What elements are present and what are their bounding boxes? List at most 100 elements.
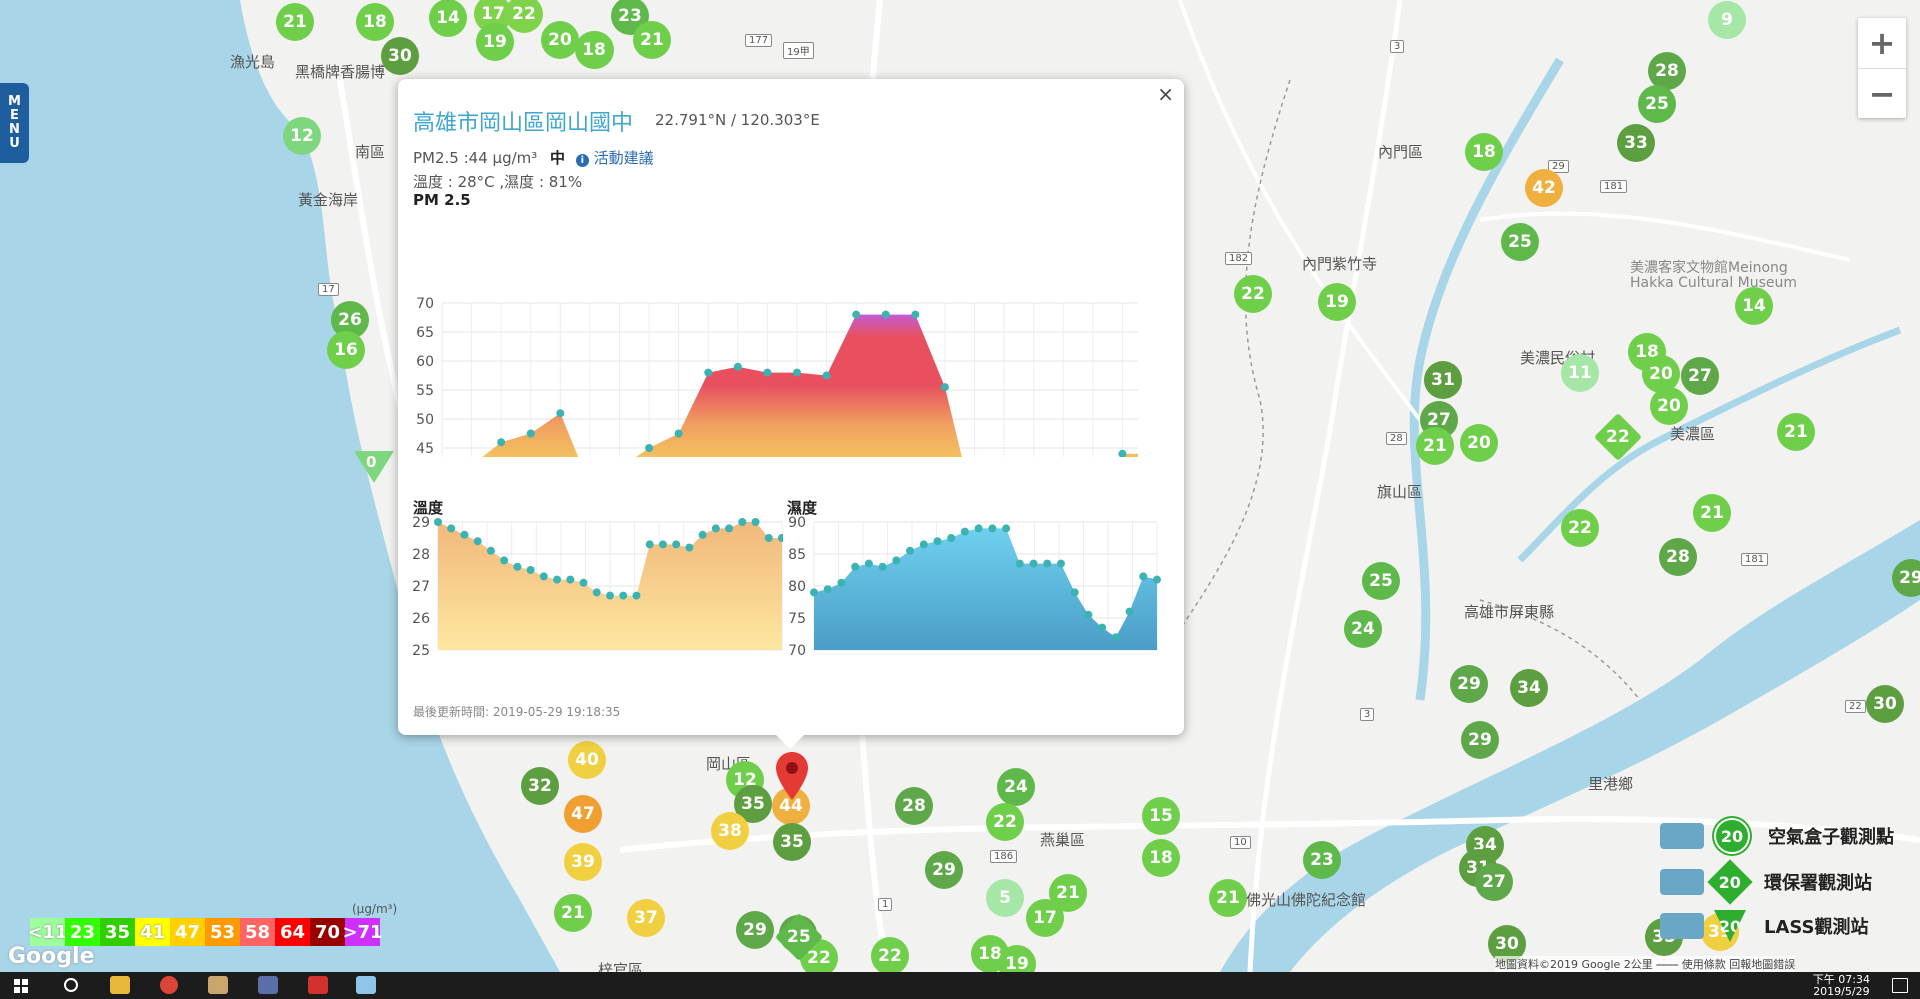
- zoom-in-button[interactable]: +: [1858, 18, 1906, 69]
- legend-item: >71: [342, 918, 383, 946]
- air-box-marker[interactable]: 21: [633, 21, 671, 59]
- notification-icon[interactable]: [1892, 978, 1908, 993]
- menu-letter: N: [9, 122, 20, 137]
- activity-advice-link[interactable]: i 活動建議: [575, 149, 654, 167]
- air-box-marker[interactable]: 29: [736, 911, 774, 949]
- close-icon[interactable]: ×: [1157, 82, 1174, 106]
- air-box-marker[interactable]: 11: [1561, 354, 1599, 392]
- file-explorer-icon[interactable]: [110, 976, 130, 994]
- air-box-marker[interactable]: 15: [1142, 797, 1180, 835]
- chrome-icon[interactable]: [160, 976, 178, 994]
- air-box-marker[interactable]: 28: [1648, 52, 1686, 90]
- air-box-marker[interactable]: 29: [925, 851, 963, 889]
- air-box-marker[interactable]: 19: [1318, 283, 1356, 321]
- air-box-marker[interactable]: 40: [568, 741, 606, 779]
- air-box-marker[interactable]: 28: [895, 787, 933, 825]
- air-box-marker[interactable]: 30: [381, 37, 419, 75]
- air-box-marker[interactable]: 20: [1460, 424, 1498, 462]
- air-box-marker[interactable]: 24: [997, 768, 1035, 806]
- zoom-out-button[interactable]: −: [1868, 75, 1896, 113]
- air-box-marker[interactable]: 22: [1561, 509, 1599, 547]
- air-box-marker[interactable]: 28: [1659, 538, 1697, 576]
- air-box-marker[interactable]: 25: [1501, 223, 1539, 261]
- data-point: [434, 518, 442, 526]
- station-type-row[interactable]: 20 LASS觀測站: [1660, 908, 1869, 944]
- air-box-marker[interactable]: 9: [1708, 1, 1746, 39]
- air-box-marker[interactable]: 35: [773, 823, 811, 861]
- air-box-marker[interactable]: 29: [1450, 665, 1488, 703]
- system-clock[interactable]: 下午 07:34 2019/5/29: [1813, 974, 1870, 998]
- search-icon[interactable]: [64, 978, 78, 992]
- data-point: [460, 530, 469, 539]
- map-attribution[interactable]: 地圖資料©2019 Google 2公里 ⎯⎯⎯⎯ 使用條款 回報地圖錯誤: [1495, 956, 1796, 972]
- air-box-marker[interactable]: 12: [283, 117, 321, 155]
- legend-item: 53: [205, 918, 240, 946]
- air-box-marker[interactable]: 21: [1777, 413, 1815, 451]
- air-box-marker[interactable]: 14: [1735, 287, 1773, 325]
- data-point: [933, 537, 942, 546]
- data-point: [632, 591, 641, 600]
- air-box-marker[interactable]: 21: [554, 894, 592, 932]
- air-box-marker[interactable]: 47: [564, 795, 602, 833]
- air-box-marker[interactable]: 19: [476, 23, 514, 61]
- air-box-marker[interactable]: 21: [1693, 494, 1731, 532]
- air-box-marker[interactable]: 5: [986, 879, 1024, 917]
- station-type-row[interactable]: 20 空氣盒子觀測點: [1660, 818, 1894, 854]
- air-box-marker[interactable]: 38: [711, 812, 749, 850]
- air-box-marker[interactable]: 37: [627, 899, 665, 937]
- air-box-marker[interactable]: 20: [1642, 355, 1680, 393]
- lass-station-marker[interactable]: 0: [354, 451, 394, 483]
- air-box-marker[interactable]: 21: [1416, 427, 1454, 465]
- air-box-marker[interactable]: 14: [429, 0, 467, 37]
- air-box-marker[interactable]: 22: [1234, 275, 1272, 313]
- air-box-marker[interactable]: 42: [1525, 169, 1563, 207]
- data-point: [592, 588, 601, 597]
- air-box-marker[interactable]: 21: [1209, 879, 1247, 917]
- app-icon[interactable]: [208, 976, 228, 994]
- air-box-marker[interactable]: 31: [1424, 361, 1462, 399]
- air-box-marker[interactable]: 33: [1617, 124, 1655, 162]
- air-box-marker[interactable]: 39: [564, 843, 602, 881]
- air-box-marker[interactable]: 27: [1475, 863, 1513, 901]
- air-box-marker[interactable]: 20: [541, 21, 579, 59]
- air-box-marker[interactable]: 20: [1650, 387, 1688, 425]
- selected-location-pin[interactable]: [775, 752, 809, 800]
- air-box-marker[interactable]: 17: [1026, 899, 1064, 937]
- air-box-marker[interactable]: 34: [1510, 669, 1548, 707]
- air-box-marker[interactable]: 16: [327, 331, 365, 369]
- road-number-shield: 10: [1230, 836, 1251, 849]
- air-box-marker[interactable]: 25: [1638, 85, 1676, 123]
- air-box-marker[interactable]: 23: [611, 0, 649, 35]
- data-point: [619, 591, 628, 600]
- menu-letter: U: [9, 136, 20, 151]
- air-box-marker[interactable]: 23: [1303, 841, 1341, 879]
- app-icon[interactable]: [308, 976, 328, 994]
- station-type-row[interactable]: 20 環保署觀測站: [1660, 859, 1872, 905]
- air-box-marker[interactable]: 32: [521, 767, 559, 805]
- air-box-marker[interactable]: 18: [1465, 133, 1503, 171]
- windows-start-icon[interactable]: [14, 979, 28, 993]
- air-box-marker[interactable]: 30: [1866, 685, 1904, 723]
- air-box-marker[interactable]: 21: [276, 3, 314, 41]
- air-box-marker[interactable]: 25: [1362, 562, 1400, 600]
- air-box-marker[interactable]: 27: [1681, 357, 1719, 395]
- data-point: [1111, 633, 1120, 642]
- legend-item: 41: [135, 918, 170, 946]
- station-type-label: LASS觀測站: [1764, 917, 1869, 938]
- app-icon[interactable]: [356, 976, 376, 994]
- road: [1178, 0, 1422, 422]
- app-icon[interactable]: [258, 976, 278, 994]
- station-title[interactable]: 高雄市岡山區岡山國中: [413, 111, 634, 136]
- air-box-marker[interactable]: 22: [871, 937, 909, 972]
- data-point: [1098, 623, 1107, 632]
- air-box-marker[interactable]: 29: [1461, 721, 1499, 759]
- air-box-marker[interactable]: 18: [575, 31, 613, 69]
- air-box-marker[interactable]: 24: [1344, 610, 1382, 648]
- air-box-marker[interactable]: 18: [1142, 839, 1180, 877]
- air-box-marker[interactable]: 18: [356, 3, 394, 41]
- air-box-marker[interactable]: 29: [1892, 559, 1920, 597]
- air-box-marker[interactable]: 22: [505, 0, 543, 33]
- air-box-marker[interactable]: 19: [998, 945, 1036, 972]
- air-box-marker[interactable]: 22: [986, 803, 1024, 841]
